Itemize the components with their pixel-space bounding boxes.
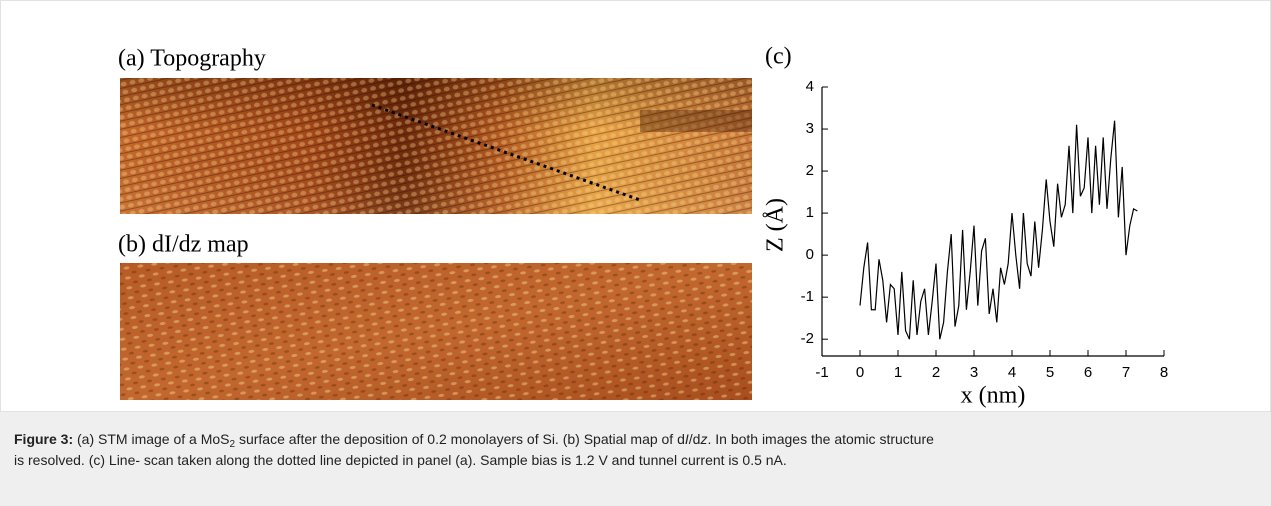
caption-text: . In both images the atomic structure	[707, 431, 934, 447]
x-tick-label: 8	[1160, 364, 1168, 381]
x-tick-label: 2	[932, 364, 940, 381]
topography-step	[640, 110, 752, 132]
caption-text: surface after the deposition of 0.2 mono…	[235, 431, 685, 447]
caption-label: Figure 3:	[14, 431, 74, 447]
y-tick-label: 0	[806, 246, 814, 263]
y-tick-label: 3	[806, 120, 814, 137]
y-tick-label: 2	[806, 162, 814, 179]
data-line	[859, 120, 1138, 340]
x-tick-label: 1	[894, 364, 902, 381]
y-tick-label: 1	[806, 204, 814, 221]
topography-texture	[120, 78, 752, 214]
didz-texture	[120, 263, 752, 400]
y-axis-label: Z (Å)	[763, 198, 789, 252]
panel-label: (b) dI/dz map	[118, 232, 249, 258]
y-tick-label: -1	[801, 288, 814, 305]
caption-text: is resolved. (c) Line- scan taken along …	[14, 452, 787, 468]
x-tick-label: 5	[1046, 364, 1054, 381]
x-tick-label: 4	[1008, 364, 1016, 381]
caption: Figure 3: (a) STM image of a MoS2 surfac…	[0, 412, 1271, 506]
panel-label: (a) Topography	[118, 46, 266, 72]
y-tick-label: -2	[801, 330, 814, 347]
x-axis-label: x (nm)	[961, 383, 1026, 409]
x-tick-label: 3	[970, 364, 978, 381]
caption-italic: z	[700, 431, 708, 447]
y-tick-label: 4	[806, 78, 814, 95]
x-tick-label: -1	[815, 364, 828, 381]
x-tick-label: 6	[1084, 364, 1092, 381]
x-tick-label: 0	[856, 364, 864, 381]
caption-subscript: 2	[229, 439, 236, 450]
caption-italic: I	[684, 431, 689, 447]
caption-text: /d	[688, 431, 701, 447]
scan-line	[371, 103, 641, 202]
x-tick-label: 7	[1122, 364, 1130, 381]
caption-text: (a) STM image of a MoS	[73, 431, 230, 447]
panel-label: (c)	[765, 44, 792, 70]
figure: (a) Topography (b) dI/dz map (c) -2-1012…	[0, 0, 1271, 412]
